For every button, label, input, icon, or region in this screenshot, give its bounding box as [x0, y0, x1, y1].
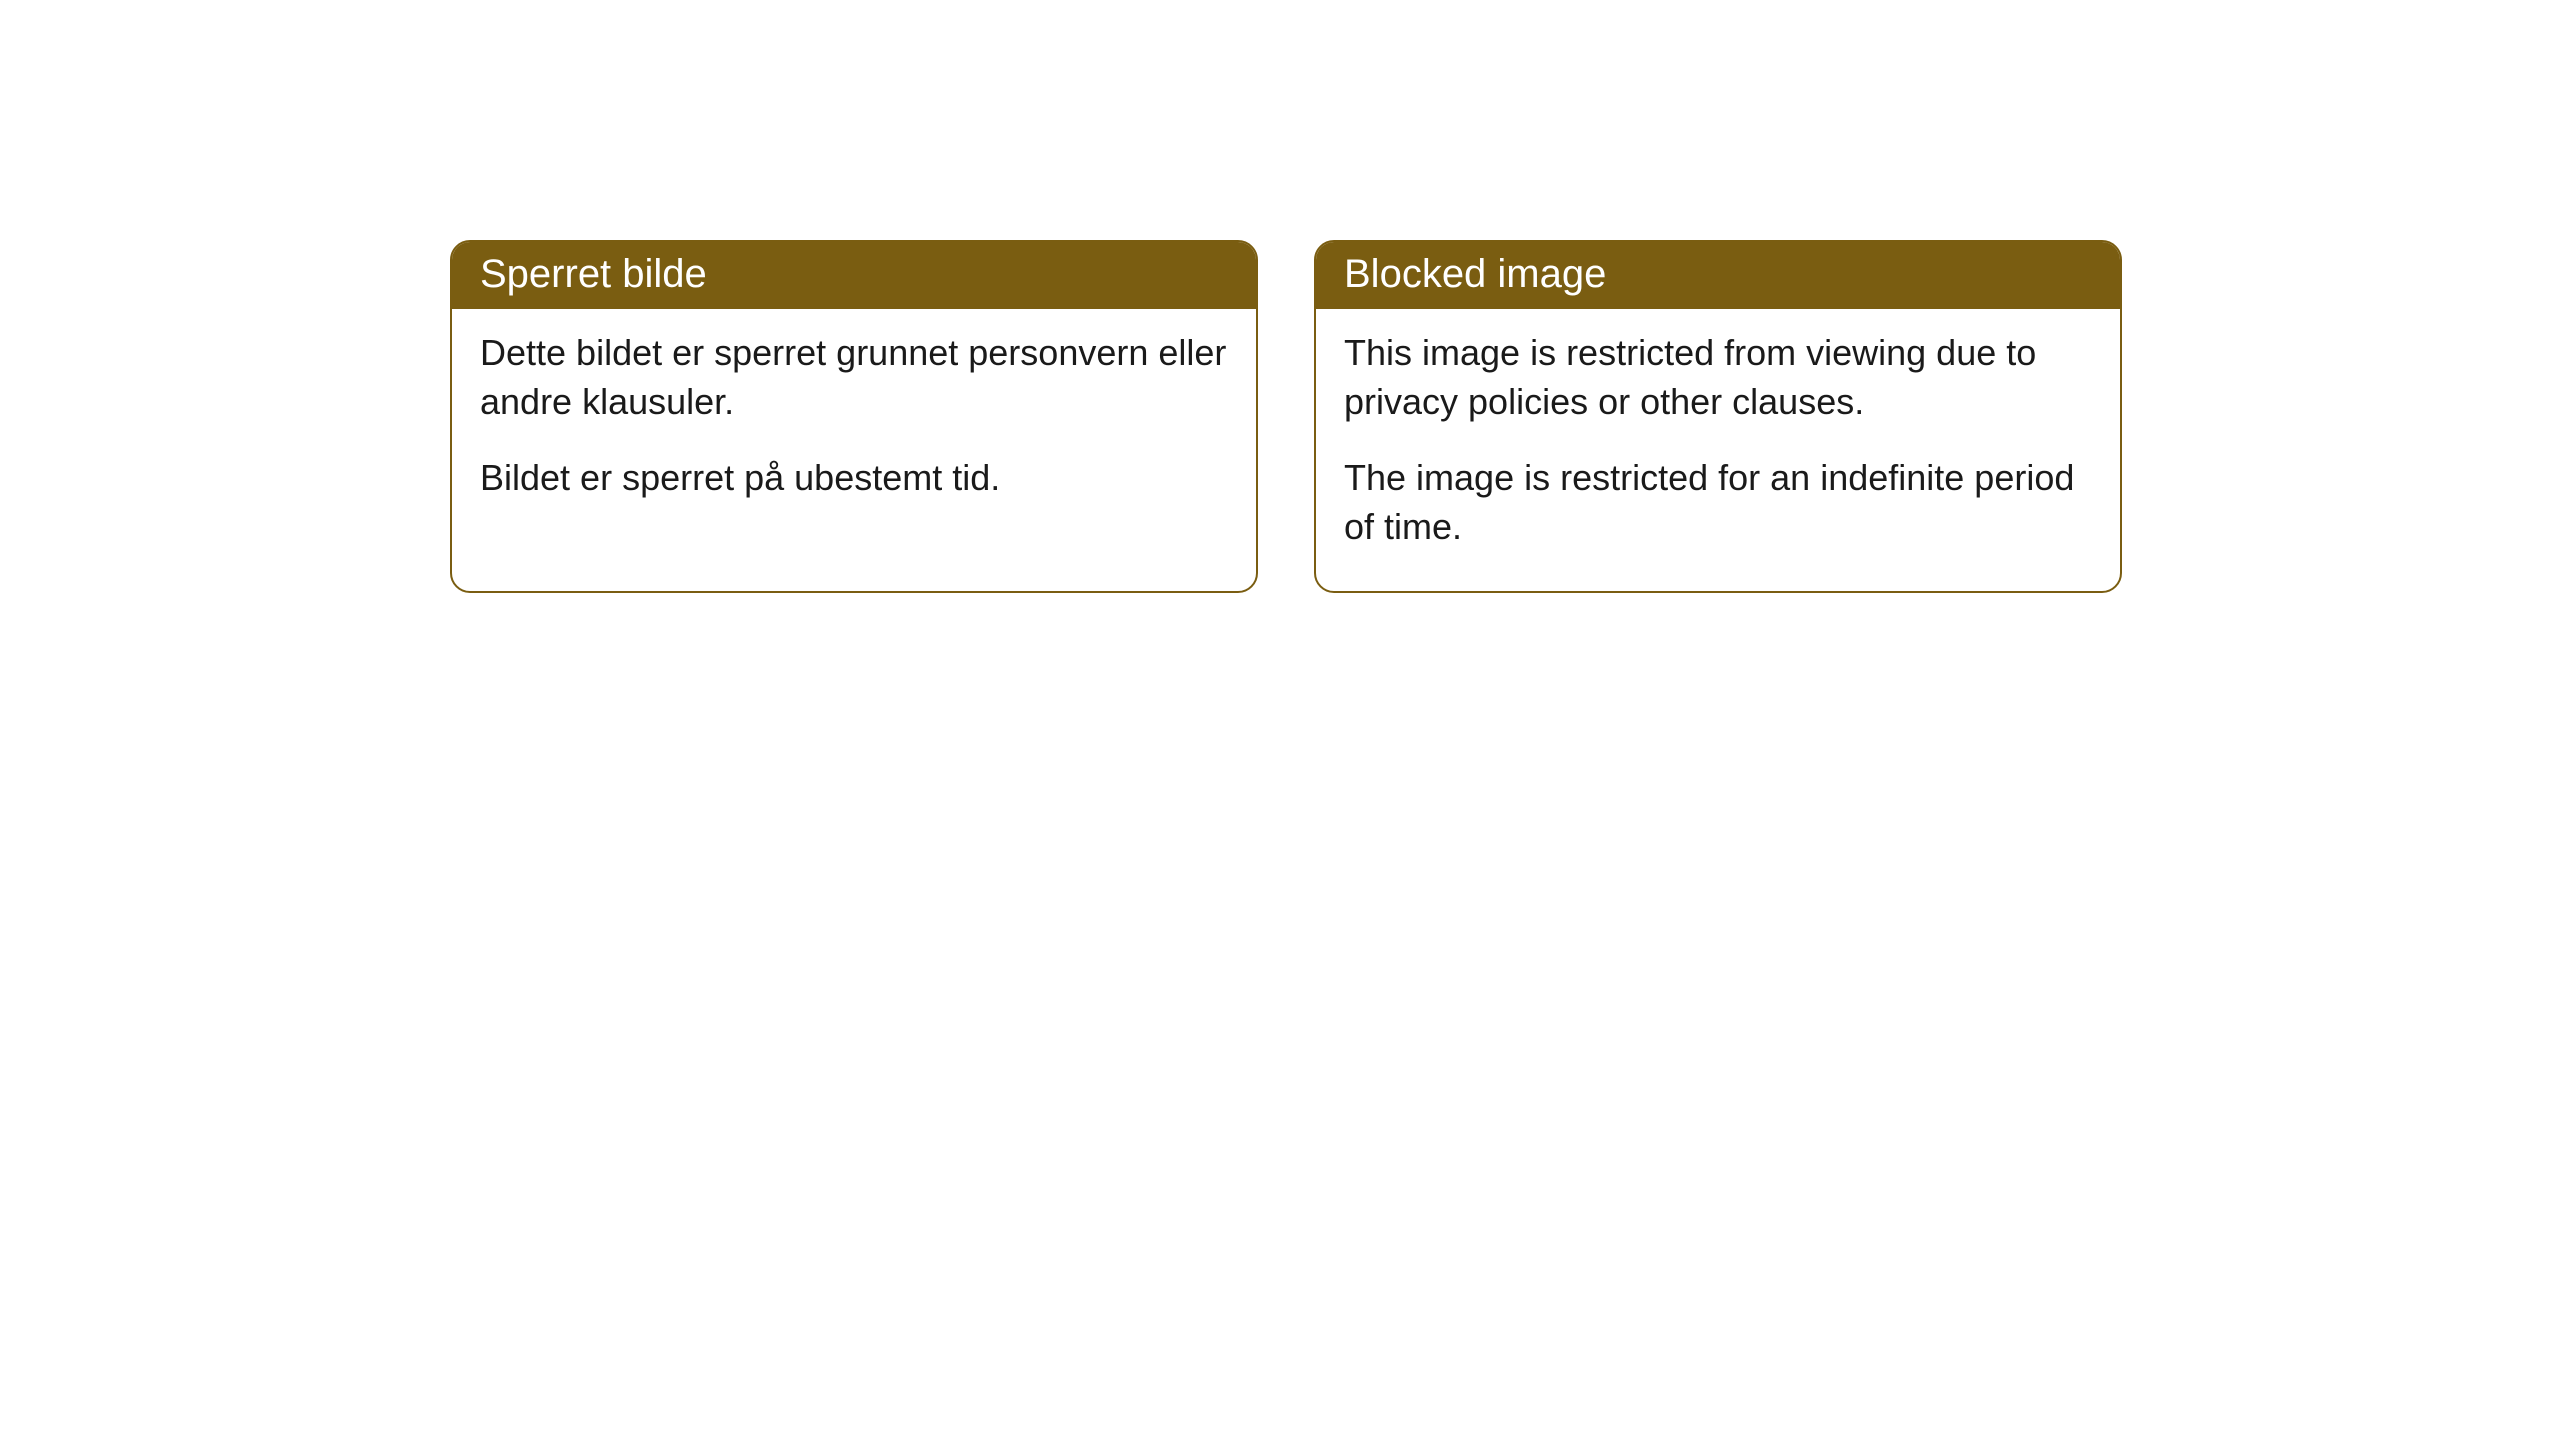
notice-cards-container: Sperret bilde Dette bildet er sperret gr…	[450, 240, 2560, 593]
notice-paragraph: Bildet er sperret på ubestemt tid.	[480, 454, 1228, 503]
notice-paragraph: This image is restricted from viewing du…	[1344, 329, 2092, 426]
notice-paragraph: The image is restricted for an indefinit…	[1344, 454, 2092, 551]
card-body: This image is restricted from viewing du…	[1316, 309, 2120, 591]
notice-card-english: Blocked image This image is restricted f…	[1314, 240, 2122, 593]
notice-card-norwegian: Sperret bilde Dette bildet er sperret gr…	[450, 240, 1258, 593]
card-header: Blocked image	[1316, 242, 2120, 309]
notice-paragraph: Dette bildet er sperret grunnet personve…	[480, 329, 1228, 426]
card-header: Sperret bilde	[452, 242, 1256, 309]
card-body: Dette bildet er sperret grunnet personve…	[452, 309, 1256, 543]
